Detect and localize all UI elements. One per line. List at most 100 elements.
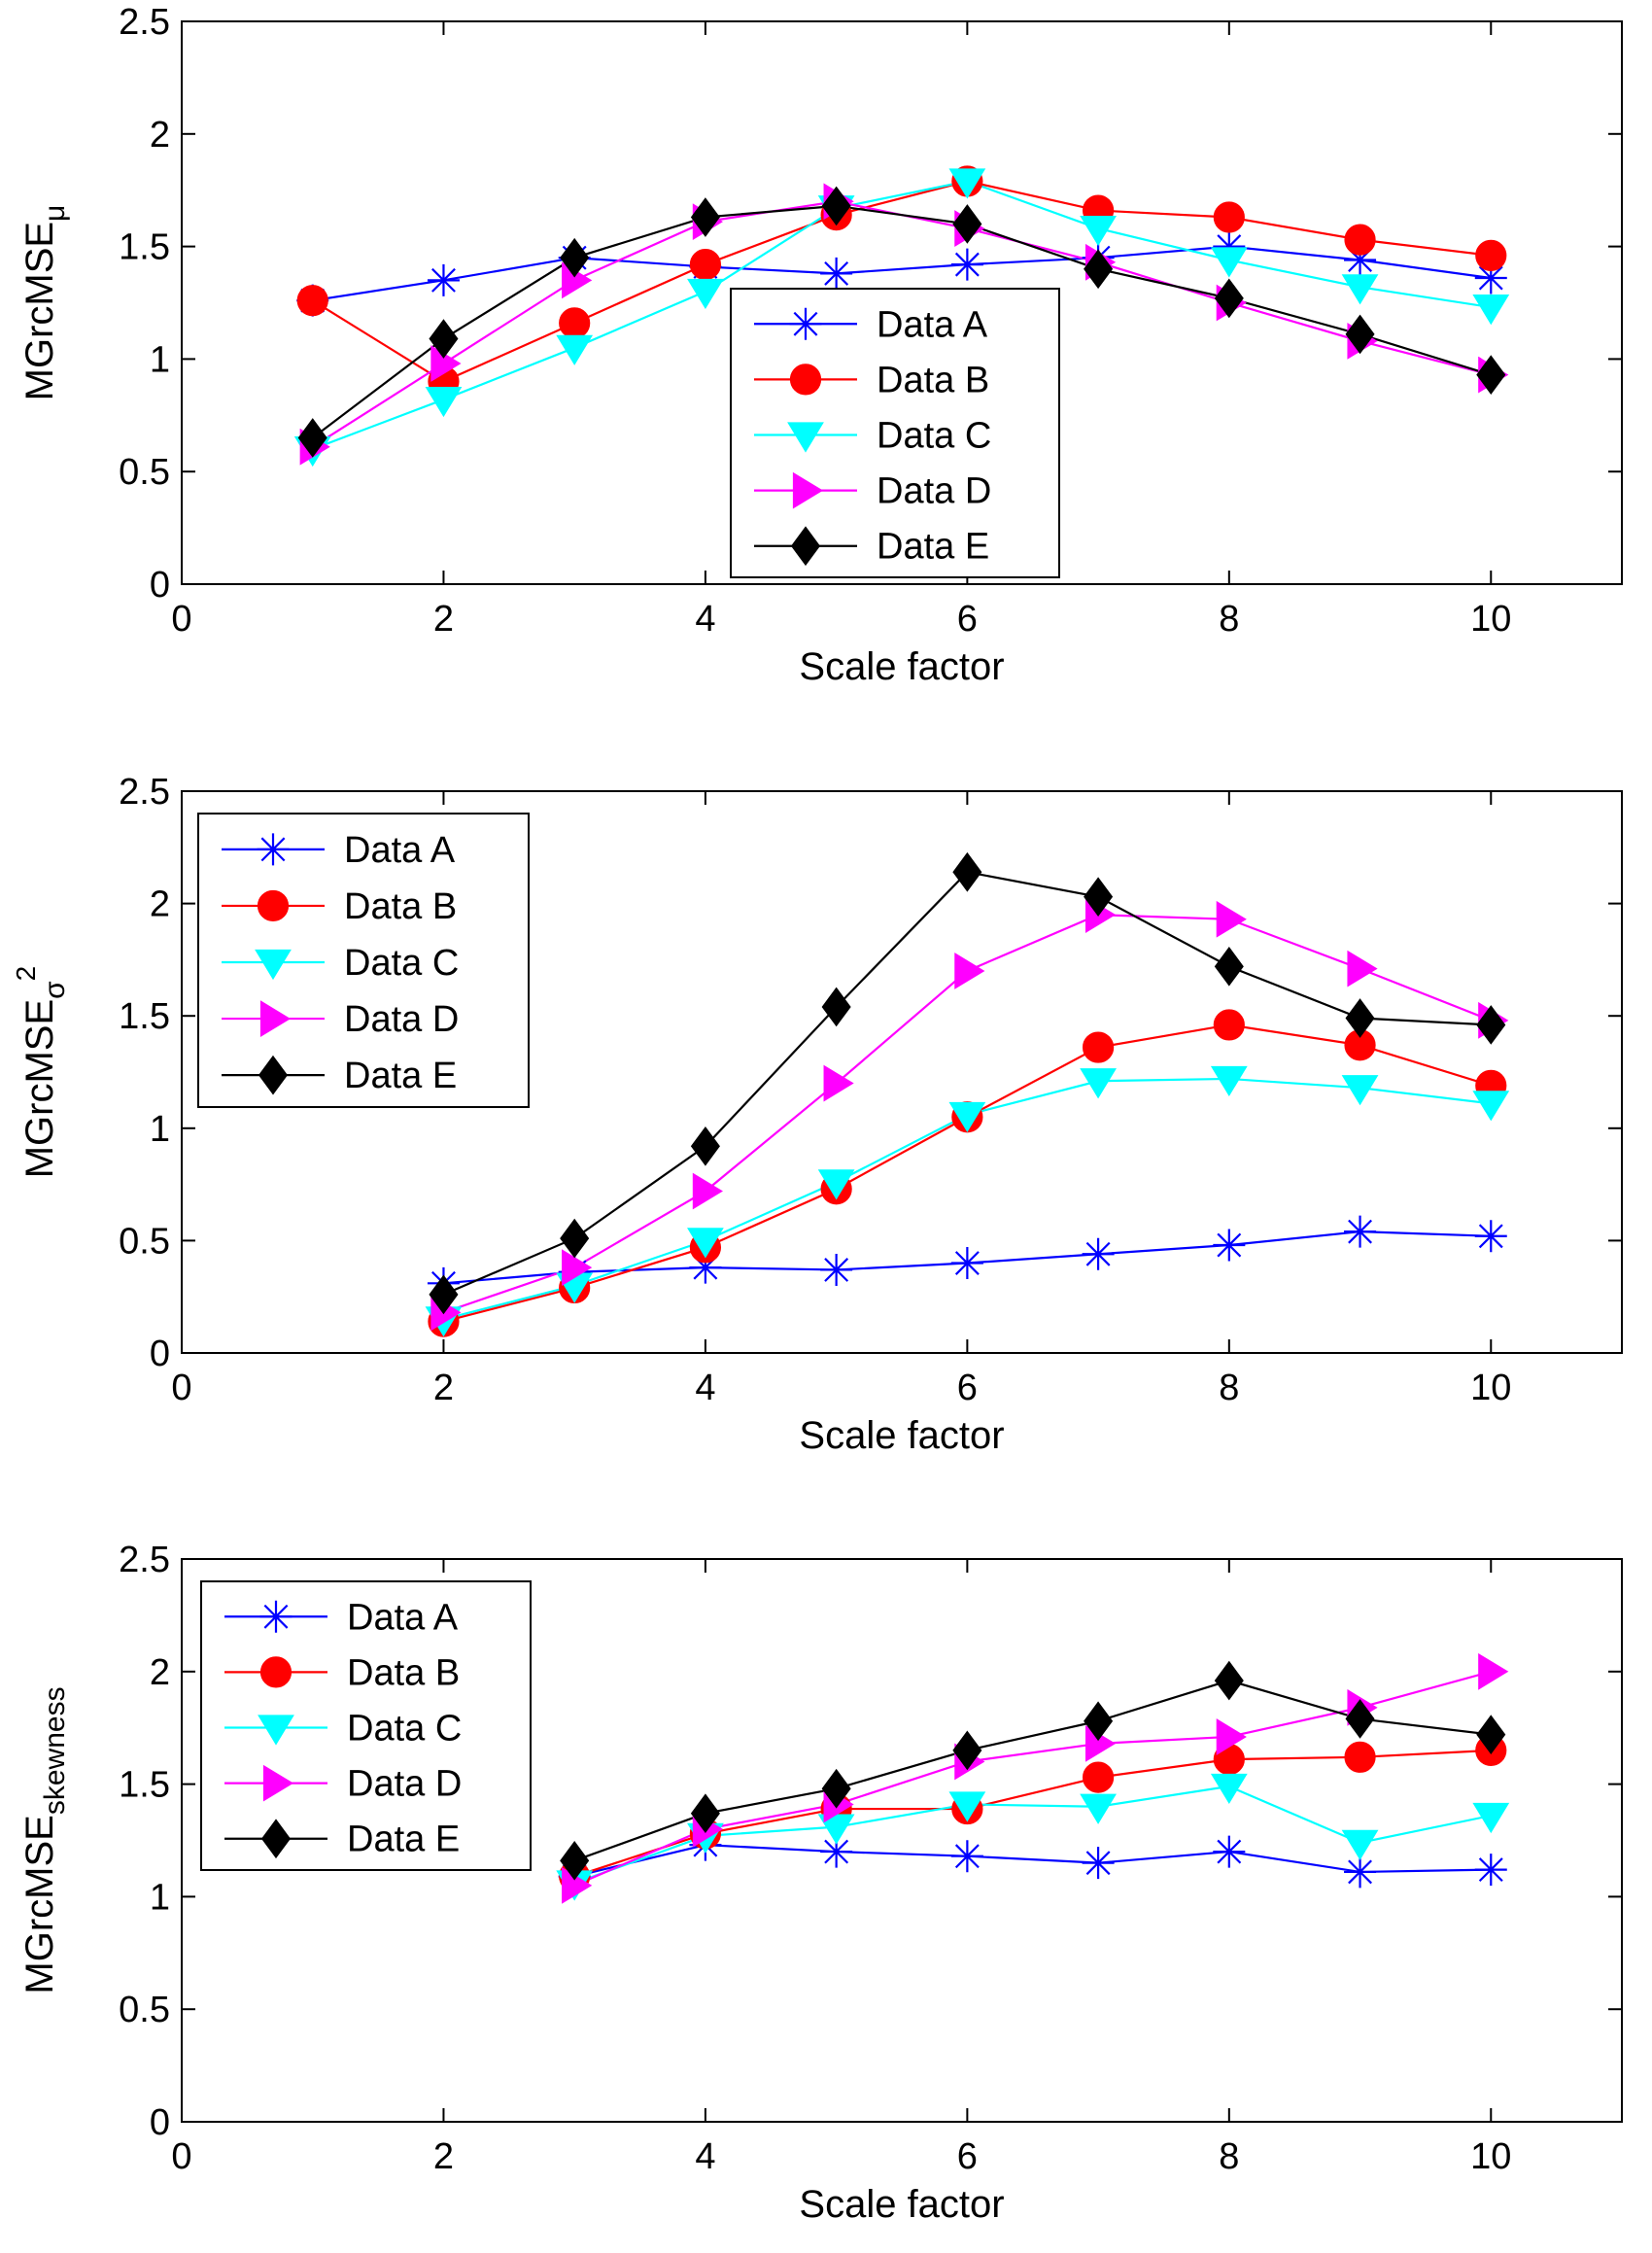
legend-entry: Data C: [877, 416, 991, 457]
data-point-s1: [950, 248, 983, 281]
data-point-s3: [1210, 247, 1248, 278]
data-point-s5: [690, 1793, 720, 1834]
data-point-s1: [689, 1251, 722, 1284]
y-tick-label: 2: [150, 884, 170, 925]
data-point-s1: [1082, 1237, 1115, 1270]
data-point-s1: [950, 1247, 983, 1280]
x-tick-label: 6: [957, 2136, 978, 2177]
series-line-3: [312, 180, 1492, 451]
legend-box: [730, 288, 1060, 578]
data-point-s5: [821, 987, 851, 1027]
legend-entry: Data B: [347, 1652, 460, 1693]
data-point-s1: [820, 1835, 853, 1868]
legend-marker: [789, 364, 822, 396]
series-line-5: [573, 1679, 1492, 1862]
data-point-s5: [1345, 998, 1375, 1038]
y-tick-label: 0: [150, 2102, 170, 2143]
data-point-s1: [1474, 261, 1507, 295]
y-axis-label: MGrcMSEσ2: [11, 966, 71, 1179]
x-tick-label: 2: [433, 1368, 454, 1408]
legend-box: [197, 813, 530, 1108]
x-tick-label: 4: [695, 1368, 715, 1408]
data-point-s3: [1080, 215, 1117, 247]
data-point-s3: [1472, 295, 1510, 326]
data-point-s3: [1472, 1802, 1510, 1834]
data-point-s3: [817, 1169, 855, 1200]
data-point-s2: [1082, 1761, 1115, 1793]
y-tick-label: 1.5: [119, 227, 170, 268]
legend-marker: [259, 1600, 293, 1633]
legend: Data A Data B Data C Data D Data E: [730, 288, 1060, 578]
x-tick-label: 6: [957, 1368, 978, 1408]
data-point-s2: [1082, 1031, 1115, 1063]
y-tick-label: 2: [150, 1652, 170, 1693]
x-tick-label: 2: [433, 599, 454, 640]
data-point-s5: [297, 418, 327, 458]
data-point-s5: [1214, 946, 1244, 987]
data-point-s5: [429, 1274, 459, 1315]
data-point-s5: [1476, 1715, 1506, 1754]
data-point-s5: [1345, 314, 1375, 355]
legend-marker: [789, 307, 822, 340]
data-point-s3: [687, 278, 724, 309]
data-point-s3: [1080, 1793, 1117, 1824]
data-point-s4: [1216, 1718, 1247, 1755]
y-axis-label-base: MGrcMSE: [18, 999, 61, 1178]
data-point-s4: [1216, 900, 1247, 938]
legend-marker: [258, 1715, 294, 1746]
data-point-s5: [1084, 877, 1114, 918]
y-tick-label: 1: [150, 1109, 170, 1150]
data-point-s4: [823, 1064, 854, 1102]
x-axis-label: Scale factor: [799, 1414, 1004, 1457]
data-point-s1: [820, 1253, 853, 1286]
data-point-s1: [1474, 1854, 1507, 1887]
y-axis-label-sub: μ: [39, 205, 71, 222]
legend: Data A Data B Data C Data D Data E: [197, 813, 530, 1108]
data-point-s5: [690, 197, 720, 237]
data-point-s1: [1213, 1835, 1246, 1868]
data-point-s5: [1476, 1005, 1506, 1045]
data-point-s3: [425, 386, 463, 418]
legend-marker: [259, 1000, 292, 1037]
chart-panel-1: 0 2 4 6 8 10 0 0.5 1 1.5 2 2.5 Scale factor MGrcMSEμ D…: [18, 2, 1623, 688]
x-tick-label: 10: [1470, 599, 1511, 640]
data-point-s3: [1472, 1091, 1510, 1122]
data-point-s3: [948, 168, 986, 199]
data-point-s2: [1213, 201, 1245, 233]
data-point-s2: [1213, 1009, 1245, 1041]
series-line-2: [573, 1749, 1492, 1878]
y-tick-label: 1.5: [119, 996, 170, 1037]
data-point-s3: [948, 1791, 986, 1822]
data-point-s3: [1341, 1829, 1379, 1860]
legend-marker: [787, 422, 824, 453]
y-tick-label: 0: [150, 1334, 170, 1374]
legend-marker: [790, 526, 821, 567]
y-tick-label: 1: [150, 339, 170, 380]
legend-entry: Data B: [344, 886, 457, 927]
x-tick-label: 4: [695, 2136, 715, 2177]
x-tick-label: 8: [1219, 599, 1239, 640]
legend-entry: Data A: [344, 830, 456, 871]
data-point-s1: [950, 1840, 983, 1873]
y-tick-label: 2.5: [119, 772, 170, 813]
legend-entry: Data E: [347, 1820, 460, 1860]
data-point-s1: [1082, 1847, 1115, 1880]
x-tick-label: 0: [171, 2136, 191, 2177]
data-point-s5: [1214, 1660, 1244, 1701]
legend-entry: Data C: [344, 943, 459, 984]
y-axis-label-sup: 2: [11, 966, 41, 982]
y-axis-label: MGrcMSEμ: [18, 205, 71, 401]
data-point-s1: [1344, 243, 1377, 276]
data-point-s1: [1344, 1855, 1377, 1889]
data-point-s5: [1084, 1701, 1114, 1742]
data-point-s1: [1213, 1229, 1246, 1262]
data-point-s2: [1475, 239, 1507, 271]
data-point-s1: [1474, 1220, 1507, 1253]
x-axis-label: Scale factor: [799, 645, 1004, 688]
data-point-s1: [1344, 1215, 1377, 1248]
data-point-s1: [1213, 230, 1246, 263]
data-point-s2: [689, 249, 722, 281]
y-axis-label-sub: skewness: [39, 1686, 71, 1815]
